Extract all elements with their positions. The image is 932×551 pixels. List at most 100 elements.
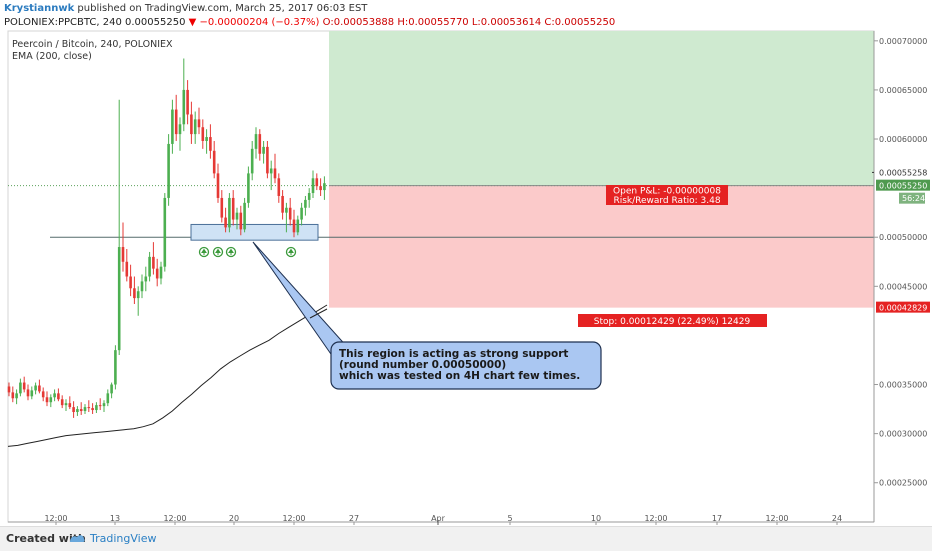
pnl-label-box[interactable] bbox=[606, 185, 728, 205]
candle[interactable] bbox=[239, 205, 243, 236]
candle[interactable] bbox=[7, 382, 11, 397]
candle[interactable] bbox=[87, 400, 91, 413]
candle[interactable] bbox=[95, 402, 98, 413]
candle[interactable] bbox=[201, 119, 205, 149]
candle[interactable] bbox=[197, 107, 201, 135]
candle[interactable] bbox=[45, 391, 49, 407]
candle[interactable] bbox=[205, 129, 208, 154]
candle[interactable] bbox=[60, 395, 64, 409]
candle[interactable] bbox=[57, 388, 60, 402]
candle[interactable] bbox=[53, 389, 56, 402]
candle[interactable] bbox=[68, 396, 72, 410]
candle[interactable] bbox=[178, 117, 182, 151]
candle[interactable] bbox=[315, 173, 319, 191]
candle[interactable] bbox=[98, 398, 102, 411]
candle[interactable] bbox=[171, 99, 174, 154]
candle[interactable] bbox=[304, 195, 307, 216]
candle[interactable] bbox=[140, 274, 144, 299]
loss-zone[interactable] bbox=[329, 185, 874, 308]
candle[interactable] bbox=[38, 379, 41, 394]
annotation-callout[interactable] bbox=[330, 341, 602, 390]
candle[interactable] bbox=[243, 197, 246, 233]
candle[interactable] bbox=[216, 163, 220, 203]
candle[interactable] bbox=[174, 94, 178, 141]
support-test-marker-icon[interactable] bbox=[212, 246, 224, 258]
candle[interactable] bbox=[281, 190, 284, 220]
candle[interactable] bbox=[19, 378, 22, 397]
candle[interactable] bbox=[22, 376, 26, 393]
candle[interactable] bbox=[79, 402, 83, 415]
candle[interactable] bbox=[277, 173, 281, 203]
candle[interactable] bbox=[190, 101, 193, 144]
candle[interactable] bbox=[193, 111, 197, 144]
profit-zone[interactable] bbox=[329, 31, 874, 186]
candle[interactable] bbox=[220, 190, 224, 223]
candle[interactable] bbox=[144, 266, 148, 292]
candle[interactable] bbox=[235, 207, 239, 230]
candle[interactable] bbox=[288, 197, 292, 226]
candle[interactable] bbox=[64, 399, 68, 412]
candle[interactable] bbox=[148, 251, 151, 282]
last-price-box[interactable] bbox=[876, 179, 930, 191]
support-test-marker-icon[interactable] bbox=[285, 246, 297, 258]
candle[interactable] bbox=[224, 207, 227, 233]
candle[interactable] bbox=[72, 401, 75, 418]
candle[interactable] bbox=[311, 170, 315, 198]
candle[interactable] bbox=[266, 140, 269, 179]
support-test-marker-icon[interactable] bbox=[225, 246, 237, 258]
candle[interactable] bbox=[250, 140, 254, 181]
candle[interactable] bbox=[182, 58, 186, 132]
candle[interactable] bbox=[136, 286, 140, 316]
candle[interactable] bbox=[300, 202, 303, 226]
candle[interactable] bbox=[83, 404, 87, 414]
support-test-marker-icon[interactable] bbox=[198, 246, 210, 258]
candle[interactable] bbox=[159, 261, 163, 285]
ema-200-line[interactable] bbox=[7, 304, 328, 447]
candle[interactable] bbox=[254, 127, 258, 159]
candle[interactable] bbox=[76, 406, 79, 416]
candle[interactable] bbox=[129, 264, 132, 297]
candle[interactable] bbox=[121, 222, 125, 272]
candle[interactable] bbox=[26, 384, 30, 401]
candle[interactable] bbox=[247, 166, 250, 208]
candle[interactable] bbox=[91, 403, 94, 414]
candle[interactable] bbox=[114, 345, 117, 390]
candle[interactable] bbox=[30, 386, 34, 400]
candle[interactable] bbox=[152, 242, 155, 275]
candle[interactable] bbox=[307, 188, 311, 208]
candle[interactable] bbox=[273, 153, 277, 184]
candle[interactable] bbox=[155, 258, 159, 287]
candle[interactable] bbox=[292, 209, 296, 238]
candle-body bbox=[7, 386, 11, 393]
candle[interactable] bbox=[102, 400, 106, 413]
candle[interactable] bbox=[167, 134, 170, 206]
candle[interactable] bbox=[125, 249, 129, 282]
candle[interactable] bbox=[231, 190, 235, 226]
candle[interactable] bbox=[269, 160, 273, 191]
candle[interactable] bbox=[117, 99, 121, 356]
candle[interactable] bbox=[228, 193, 231, 233]
stop-axis-box[interactable] bbox=[876, 301, 930, 313]
candle[interactable] bbox=[106, 389, 110, 407]
candle[interactable] bbox=[133, 276, 136, 304]
candle[interactable] bbox=[209, 124, 212, 159]
candle[interactable] bbox=[110, 382, 113, 399]
candle[interactable] bbox=[186, 80, 189, 125]
candle[interactable] bbox=[296, 215, 300, 236]
price-chart[interactable]: This region is acting as strong support(… bbox=[0, 0, 932, 526]
candle[interactable] bbox=[258, 129, 262, 161]
candle[interactable] bbox=[285, 202, 288, 233]
candle[interactable] bbox=[34, 382, 37, 395]
author-name[interactable]: Krystiannwk bbox=[4, 3, 75, 14]
candle[interactable] bbox=[323, 176, 326, 200]
candle[interactable] bbox=[49, 394, 53, 408]
stop-label-box[interactable] bbox=[578, 314, 767, 327]
candle[interactable] bbox=[212, 140, 216, 179]
candle[interactable] bbox=[163, 193, 167, 272]
candle[interactable] bbox=[11, 386, 15, 403]
candle[interactable] bbox=[262, 140, 265, 164]
tradingview-brand[interactable]: TradingView bbox=[90, 532, 157, 545]
candle[interactable] bbox=[41, 387, 45, 402]
candle[interactable] bbox=[319, 178, 322, 196]
candle[interactable] bbox=[15, 389, 18, 405]
